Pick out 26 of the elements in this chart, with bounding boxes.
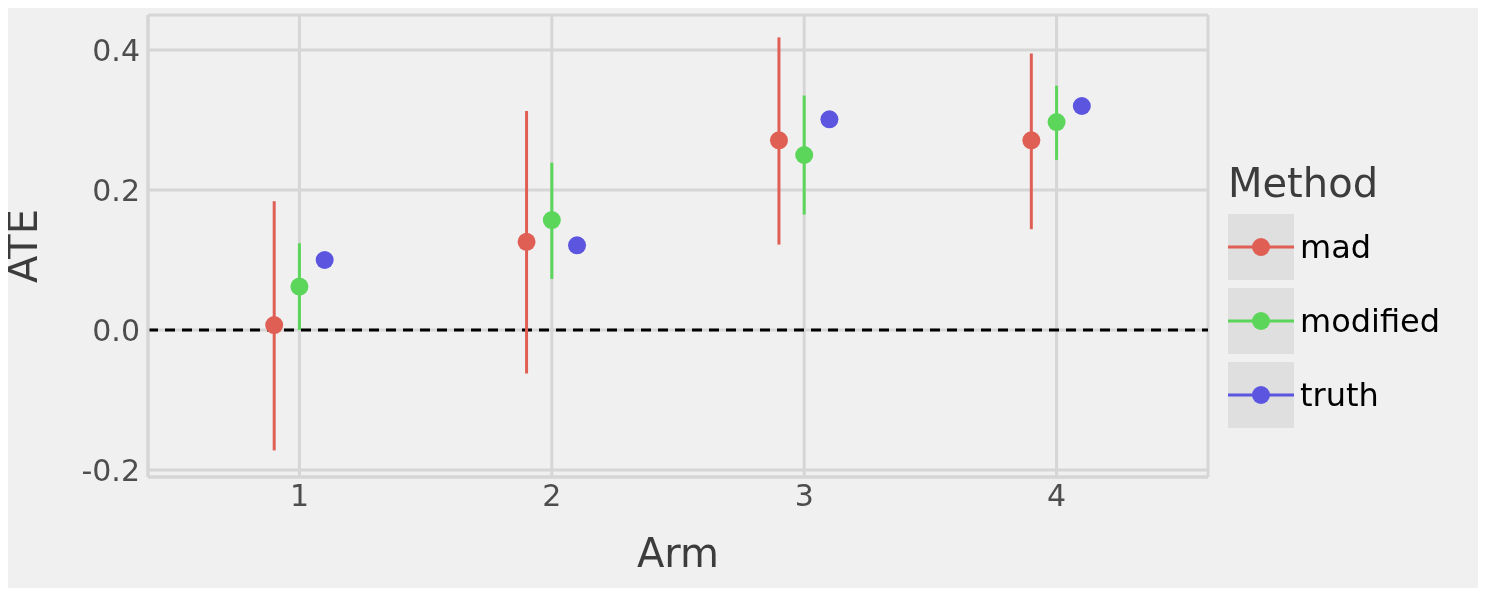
y-tick-label: 0.4	[92, 32, 140, 68]
legend-label: truth	[1300, 376, 1379, 414]
x-tick-label: 1	[289, 478, 309, 514]
x-tick-label: 4	[1047, 478, 1067, 514]
point	[795, 146, 814, 164]
point	[315, 251, 334, 269]
point	[290, 277, 309, 296]
y-tick-label: 0.0	[92, 312, 140, 348]
x-tick-label: 2	[542, 478, 562, 514]
point	[265, 316, 284, 335]
point	[1047, 113, 1066, 132]
y-tick-label: 0.2	[92, 172, 140, 208]
point	[542, 211, 561, 230]
x-tick-label: 3	[794, 478, 814, 514]
legend-label: mad	[1300, 228, 1372, 266]
point	[769, 131, 788, 150]
point	[517, 232, 536, 251]
point	[1022, 131, 1041, 150]
legend-title: Method	[1228, 160, 1380, 206]
point	[1072, 97, 1091, 115]
x-axis-title: Arm	[636, 530, 720, 576]
legend-label: modified	[1300, 302, 1441, 340]
y-axis-title: ATE	[0, 209, 47, 283]
y-tick-label: -0.2	[81, 452, 140, 488]
point	[568, 236, 587, 255]
point	[820, 110, 839, 129]
